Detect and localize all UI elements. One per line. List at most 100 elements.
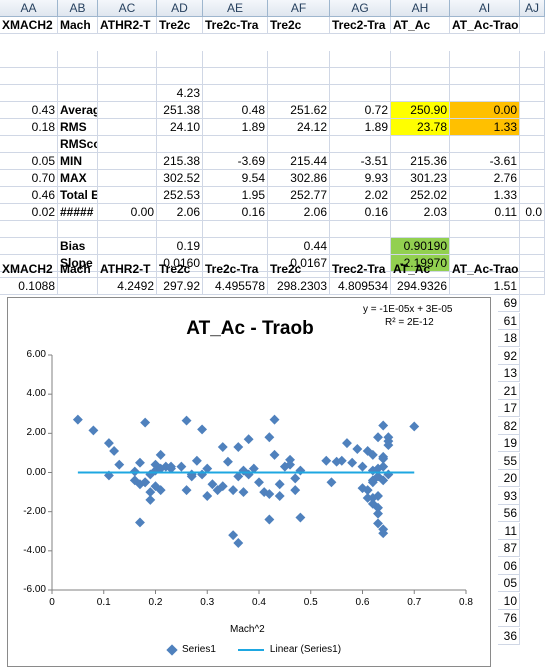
cell[interactable]: ATHR2-T <box>98 261 157 278</box>
cell[interactable]: 0.18 <box>0 119 58 136</box>
cell[interactable] <box>58 278 98 295</box>
cell[interactable] <box>450 136 520 153</box>
cell[interactable]: 10 <box>498 592 520 610</box>
cell[interactable]: 76 <box>498 610 520 627</box>
cell[interactable] <box>268 51 330 68</box>
cell[interactable]: 0.11 <box>450 204 520 221</box>
cell[interactable]: Bias <box>58 238 98 255</box>
cell[interactable]: Trec2-Tra <box>330 261 391 278</box>
cell[interactable] <box>330 136 391 153</box>
cell[interactable]: 0.00 <box>450 102 520 119</box>
cell[interactable] <box>203 85 268 102</box>
cell[interactable] <box>98 102 157 119</box>
cell[interactable]: 1.89 <box>330 119 391 136</box>
cell[interactable] <box>450 85 520 102</box>
cell[interactable] <box>520 221 545 238</box>
cell[interactable]: RMScorr <box>58 136 98 153</box>
column-header-ai[interactable]: AI <box>450 0 520 17</box>
cell[interactable]: 82 <box>498 417 520 435</box>
cell[interactable]: AT_Ac-Traob <box>450 261 520 278</box>
cell[interactable] <box>157 221 203 238</box>
cell[interactable]: 0.44 <box>268 238 330 255</box>
cell[interactable]: 0.0 <box>520 204 545 221</box>
cell[interactable] <box>157 136 203 153</box>
cell[interactable]: 1.95 <box>203 187 268 204</box>
cell[interactable] <box>0 221 58 238</box>
cell[interactable]: AT_Ac <box>391 17 450 34</box>
cell[interactable] <box>520 51 545 68</box>
cell[interactable]: 24.12 <box>268 119 330 136</box>
cell[interactable]: -3.69 <box>203 153 268 170</box>
cell[interactable] <box>520 85 545 102</box>
cell[interactable]: 0.90190 <box>391 238 450 255</box>
cell[interactable] <box>330 51 391 68</box>
cell[interactable] <box>520 278 545 295</box>
column-header-af[interactable]: AF <box>268 0 330 17</box>
cell[interactable]: 0.46 <box>0 187 58 204</box>
cell[interactable] <box>391 51 450 68</box>
cell[interactable]: Tre2c <box>157 17 203 34</box>
cell[interactable] <box>520 17 545 34</box>
cell[interactable] <box>268 85 330 102</box>
cell[interactable]: 36 <box>498 627 520 645</box>
cell[interactable] <box>203 51 268 68</box>
cell[interactable] <box>520 119 545 136</box>
cell[interactable]: AT_Ac-Traob <box>450 17 520 34</box>
cell[interactable] <box>330 238 391 255</box>
cell[interactable]: Mach <box>58 17 98 34</box>
cell[interactable] <box>450 68 520 85</box>
cell[interactable]: 0.72 <box>330 102 391 119</box>
cell[interactable] <box>0 238 58 255</box>
cell[interactable] <box>58 68 98 85</box>
cell[interactable]: 302.52 <box>157 170 203 187</box>
cell[interactable]: 2.06 <box>268 204 330 221</box>
cell[interactable]: 2.06 <box>157 204 203 221</box>
column-header-ah[interactable]: AH <box>391 0 450 17</box>
cell[interactable] <box>450 51 520 68</box>
cell[interactable]: 56 <box>498 505 520 522</box>
cell[interactable] <box>98 238 157 255</box>
column-header-ae[interactable]: AE <box>203 0 268 17</box>
cell[interactable]: 4.2492 <box>98 278 157 295</box>
cell[interactable]: 0.02 <box>0 204 58 221</box>
cell[interactable] <box>391 221 450 238</box>
cell[interactable] <box>58 221 98 238</box>
cell[interactable]: 302.86 <box>268 170 330 187</box>
cell[interactable]: 294.9326 <box>391 278 450 295</box>
cell[interactable]: Total Err <box>58 187 98 204</box>
cell[interactable] <box>520 170 545 187</box>
cell[interactable]: AT_Ac <box>391 261 450 278</box>
cell[interactable]: 0.43 <box>0 102 58 119</box>
cell[interactable]: Tre2c-Tra <box>203 17 268 34</box>
cell[interactable]: 252.77 <box>268 187 330 204</box>
cell[interactable]: 4.495578 <box>203 278 268 295</box>
cell[interactable]: 251.38 <box>157 102 203 119</box>
cell[interactable]: 11 <box>498 522 520 540</box>
cell[interactable]: Tre2c <box>268 261 330 278</box>
cell[interactable]: 251.62 <box>268 102 330 119</box>
cell[interactable]: 19 <box>498 435 520 452</box>
column-header-ab[interactable]: AB <box>58 0 98 17</box>
cell[interactable] <box>98 170 157 187</box>
cell[interactable]: 215.38 <box>157 153 203 170</box>
cell[interactable]: 0.05 <box>0 153 58 170</box>
cell[interactable]: 1.89 <box>203 119 268 136</box>
chart[interactable]: y = -1E-05x + 3E-05 R² = 2E-12 AT_Ac - T… <box>7 297 491 667</box>
cell[interactable]: 2.03 <box>391 204 450 221</box>
cell[interactable] <box>391 85 450 102</box>
cell[interactable]: 301.23 <box>391 170 450 187</box>
cell[interactable]: MAX <box>58 170 98 187</box>
cell[interactable]: 92 <box>498 347 520 365</box>
cell[interactable]: 9.54 <box>203 170 268 187</box>
cell[interactable]: 0.48 <box>203 102 268 119</box>
cell[interactable] <box>98 136 157 153</box>
cell[interactable]: 18 <box>498 330 520 347</box>
cell[interactable] <box>330 221 391 238</box>
cell[interactable] <box>203 136 268 153</box>
cell[interactable]: 252.53 <box>157 187 203 204</box>
cell[interactable]: 0.1088 <box>0 278 58 295</box>
cell[interactable]: Tre2c <box>268 17 330 34</box>
cell[interactable] <box>0 85 58 102</box>
cell[interactable] <box>98 119 157 136</box>
cell[interactable]: 0.16 <box>330 204 391 221</box>
